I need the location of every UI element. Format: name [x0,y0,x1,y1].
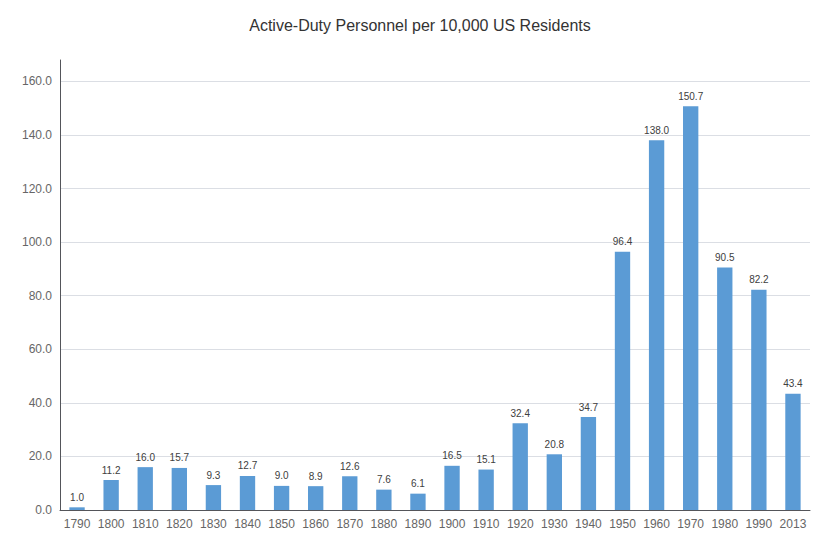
svg-text:1920: 1920 [507,517,534,531]
svg-text:1870: 1870 [336,517,363,531]
svg-text:7.6: 7.6 [377,474,391,485]
svg-text:1900: 1900 [439,517,466,531]
svg-text:9.0: 9.0 [275,470,289,481]
svg-text:1880: 1880 [371,517,398,531]
svg-text:1850: 1850 [268,517,295,531]
svg-text:1800: 1800 [98,517,125,531]
svg-text:1840: 1840 [234,517,261,531]
svg-text:40.0: 40.0 [29,396,53,410]
svg-text:120.0: 120.0 [22,182,52,196]
svg-text:8.9: 8.9 [309,471,323,482]
svg-text:43.4: 43.4 [783,378,803,389]
svg-text:9.3: 9.3 [206,470,220,481]
svg-text:150.7: 150.7 [678,91,703,102]
svg-text:1960: 1960 [643,517,670,531]
svg-text:20.8: 20.8 [545,439,565,450]
svg-text:1810: 1810 [132,517,159,531]
svg-text:1890: 1890 [405,517,432,531]
svg-text:160.0: 160.0 [22,74,52,88]
svg-text:96.4: 96.4 [613,236,633,247]
svg-text:100.0: 100.0 [22,235,52,249]
svg-text:1950: 1950 [609,517,636,531]
svg-text:12.6: 12.6 [340,461,360,472]
svg-text:6.1: 6.1 [411,478,425,489]
svg-text:16.0: 16.0 [135,452,155,463]
svg-text:1.0: 1.0 [70,492,84,503]
svg-text:15.7: 15.7 [170,452,190,463]
svg-text:1980: 1980 [711,517,738,531]
svg-text:90.5: 90.5 [715,252,735,263]
svg-text:1860: 1860 [302,517,329,531]
svg-text:1910: 1910 [473,517,500,531]
svg-text:1930: 1930 [541,517,568,531]
svg-text:0.0: 0.0 [35,503,52,517]
svg-text:1790: 1790 [64,517,91,531]
svg-text:80.0: 80.0 [29,289,53,303]
svg-text:32.4: 32.4 [510,408,530,419]
svg-text:1940: 1940 [575,517,602,531]
svg-text:1820: 1820 [166,517,193,531]
svg-text:60.0: 60.0 [29,342,53,356]
svg-text:20.0: 20.0 [29,449,53,463]
svg-text:12.7: 12.7 [238,460,258,471]
svg-text:1970: 1970 [677,517,704,531]
svg-text:1990: 1990 [746,517,773,531]
svg-text:16.5: 16.5 [442,450,462,461]
svg-text:11.2: 11.2 [102,465,121,476]
svg-text:138.0: 138.0 [644,125,669,136]
svg-text:140.0: 140.0 [22,128,52,142]
svg-text:82.2: 82.2 [749,274,769,285]
svg-text:2013: 2013 [780,517,807,531]
svg-text:15.1: 15.1 [476,454,496,465]
svg-text:Active-Duty Personnel per 10,0: Active-Duty Personnel per 10,000 US Resi… [249,17,591,34]
svg-text:1830: 1830 [200,517,227,531]
svg-text:34.7: 34.7 [579,402,599,413]
